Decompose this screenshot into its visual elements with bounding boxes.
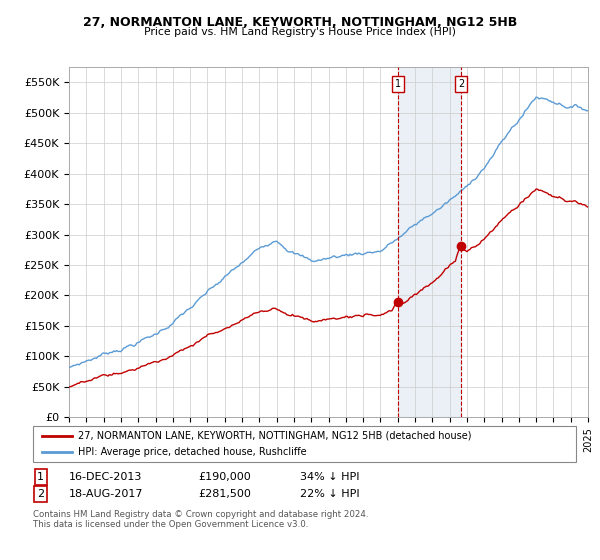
Text: £190,000: £190,000 — [198, 472, 251, 482]
Text: 1: 1 — [37, 472, 44, 482]
Text: 2: 2 — [37, 489, 44, 499]
Text: 1: 1 — [395, 78, 401, 88]
Text: This data is licensed under the Open Government Licence v3.0.: This data is licensed under the Open Gov… — [33, 520, 308, 529]
Text: Contains HM Land Registry data © Crown copyright and database right 2024.: Contains HM Land Registry data © Crown c… — [33, 510, 368, 519]
Bar — [398, 67, 461, 417]
Text: 27, NORMANTON LANE, KEYWORTH, NOTTINGHAM, NG12 5HB (detached house): 27, NORMANTON LANE, KEYWORTH, NOTTINGHAM… — [78, 431, 472, 441]
Text: HPI: Average price, detached house, Rushcliffe: HPI: Average price, detached house, Rush… — [78, 447, 307, 457]
Text: Price paid vs. HM Land Registry's House Price Index (HPI): Price paid vs. HM Land Registry's House … — [144, 27, 456, 37]
Text: 18-AUG-2017: 18-AUG-2017 — [69, 489, 143, 499]
Text: 2: 2 — [458, 78, 464, 88]
Text: 16-DEC-2013: 16-DEC-2013 — [69, 472, 142, 482]
Text: £281,500: £281,500 — [198, 489, 251, 499]
Text: 27, NORMANTON LANE, KEYWORTH, NOTTINGHAM, NG12 5HB: 27, NORMANTON LANE, KEYWORTH, NOTTINGHAM… — [83, 16, 517, 29]
Text: 34% ↓ HPI: 34% ↓ HPI — [300, 472, 359, 482]
Text: 22% ↓ HPI: 22% ↓ HPI — [300, 489, 359, 499]
